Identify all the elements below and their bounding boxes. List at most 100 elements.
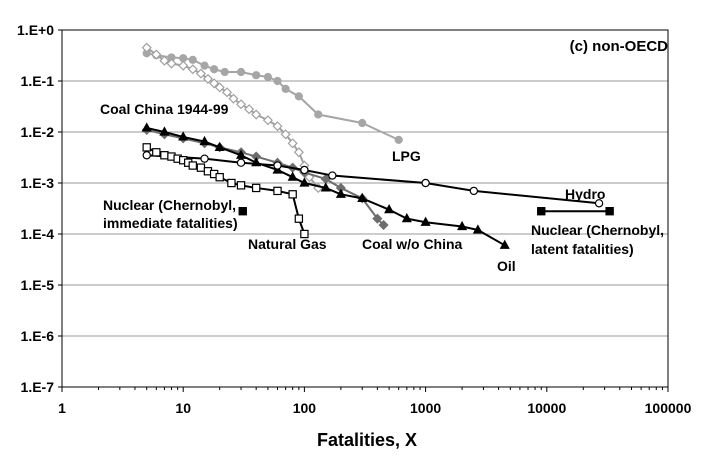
data-point — [328, 171, 337, 180]
data-point — [195, 68, 206, 79]
y-tick-label: 1.E+0 — [17, 22, 54, 38]
panel-label: (c) non-OECD — [570, 38, 668, 55]
annotation-nuclear-chernobyl-immediate-fatalities: Nuclear (Chernobyl, — [103, 197, 236, 213]
data-point — [236, 181, 246, 190]
series-nuclear-chernobyl-immediate-fatalities — [238, 206, 247, 216]
data-point — [251, 183, 261, 193]
data-point — [188, 161, 197, 170]
data-point — [215, 172, 224, 182]
data-point — [499, 239, 510, 249]
data-point — [159, 126, 170, 136]
x-tick-label: 100000 — [645, 400, 692, 416]
data-point — [287, 171, 298, 181]
data-point — [200, 154, 209, 163]
data-point — [235, 99, 247, 110]
data-point — [314, 110, 323, 119]
x-axis-title: Fatalities, X — [317, 430, 417, 450]
annotation-coal-w-o-china: Coal w/o China — [362, 236, 463, 252]
data-point — [244, 104, 255, 115]
data-point — [202, 73, 213, 84]
data-point — [469, 186, 479, 196]
x-tick-label: 10000 — [527, 400, 566, 416]
data-point — [252, 71, 261, 80]
plot-frame — [61, 29, 669, 388]
data-point — [214, 82, 225, 93]
data-point — [394, 135, 403, 144]
data-point — [251, 109, 262, 120]
series-hydro — [142, 151, 604, 208]
data-point — [160, 151, 169, 160]
data-point — [320, 182, 331, 192]
annotation-hydro: Hydro — [565, 186, 605, 202]
data-point — [221, 87, 233, 98]
data-point — [299, 177, 310, 187]
x-tick-label: 1000 — [410, 400, 441, 416]
data-point — [263, 72, 273, 82]
data-point — [166, 58, 177, 69]
y-tick-label: 1.E-3 — [21, 175, 55, 191]
x-axis-ticks: 1 10 100 1000 10000 100000 — [58, 387, 692, 416]
data-point — [141, 122, 152, 132]
data-point — [472, 224, 483, 234]
data-point — [235, 149, 247, 159]
data-point — [141, 42, 152, 53]
annotation-nuclear-chernobyl-latent-fatalities: Nuclear (Chernobyl, — [531, 222, 664, 238]
data-point — [159, 55, 170, 66]
data-point — [188, 55, 197, 64]
data-point — [178, 131, 189, 141]
data-point — [401, 213, 412, 223]
data-point — [220, 67, 229, 77]
data-point — [294, 214, 304, 223]
data-point — [457, 220, 468, 231]
data-point — [236, 158, 246, 167]
series-coal-china-1944-99 — [141, 42, 324, 193]
y-tick-label: 1.E-1 — [21, 73, 55, 89]
annotation-lpg: LPG — [392, 148, 421, 164]
data-point — [273, 186, 282, 196]
x-tick-label: 1 — [58, 400, 66, 416]
y-tick-label: 1.E-5 — [21, 277, 55, 293]
y-tick-label: 1.E-7 — [21, 379, 55, 395]
data-point — [300, 229, 309, 239]
data-point — [420, 216, 431, 226]
data-point — [294, 92, 303, 101]
data-point — [238, 206, 247, 216]
y-tick-label: 1.E-2 — [21, 124, 55, 140]
data-point — [293, 147, 304, 158]
annotation-nuclear-chernobyl-immediate-fatalities: immediate fatalities) — [103, 215, 238, 231]
data-point — [594, 199, 604, 208]
data-point — [187, 64, 198, 75]
data-point — [335, 188, 346, 198]
data-point — [280, 129, 291, 140]
series-nuclear-chernobyl-latent-fatalities — [537, 206, 614, 216]
data-point — [287, 138, 298, 149]
data-point — [196, 163, 206, 172]
data-point — [421, 178, 430, 188]
data-point — [384, 204, 395, 214]
data-point — [357, 192, 368, 202]
annotation-coal-china-1944-99: Coal China 1944-99 — [100, 101, 229, 117]
data-point — [200, 61, 209, 70]
x-tick-label: 10 — [175, 400, 191, 416]
data-point — [236, 67, 246, 77]
data-point — [273, 161, 282, 170]
data-point — [272, 121, 283, 132]
data-point — [605, 206, 614, 216]
annotations: LPG Coal China 1944-99 Hydro Nuclear (Chern… — [100, 101, 664, 274]
series-group — [141, 42, 614, 249]
data-point — [227, 178, 236, 188]
data-point — [537, 206, 546, 216]
data-point — [228, 93, 239, 104]
data-point — [209, 78, 220, 89]
series-natural-gas — [142, 143, 309, 239]
data-point — [178, 60, 189, 71]
y-tick-label: 1.E-6 — [21, 328, 55, 344]
data-point — [151, 49, 162, 60]
data-point — [210, 65, 219, 74]
data-point — [152, 148, 161, 157]
data-point — [378, 219, 389, 231]
y-axis-ticks: 1.E+0 1.E-1 1.E-2 1.E-3 1.E-4 1.E-5 1.E-6 1.E-7 — [17, 22, 62, 395]
annotation-nuclear-chernobyl-latent-fatalities: latent fatalities) — [531, 241, 634, 257]
